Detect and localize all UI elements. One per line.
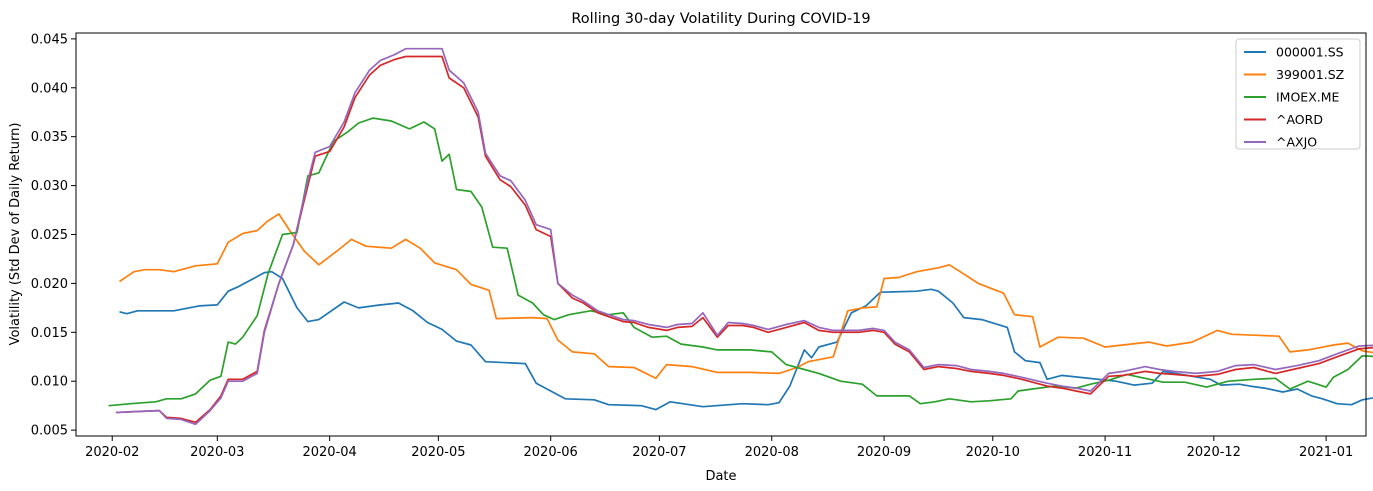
x-tick-label: 2020-03 <box>190 445 244 460</box>
series-line-000001ss <box>119 270 1373 411</box>
x-tick-label: 2020-06 <box>524 445 578 460</box>
legend-label: ^AXJO <box>1276 135 1317 150</box>
x-axis-title: Date <box>705 469 736 484</box>
x-tick-label: 2020-09 <box>857 445 911 460</box>
y-axis: 0.005 0.010 0.015 0.020 0.025 0.030 0.035 0.040… <box>31 32 76 439</box>
legend-label: 000001.SS <box>1276 45 1344 60</box>
y-tick-label: 0.010 <box>31 375 68 390</box>
series-line-imoexme <box>108 117 1373 407</box>
y-tick-label: 0.040 <box>31 81 68 96</box>
legend: 000001.SS 399001.SZ IMOEX.ME ^AORD ^AXJO <box>1235 38 1361 150</box>
y-tick-label: 0.020 <box>31 277 68 292</box>
legend-label: 399001.SZ <box>1276 67 1344 82</box>
y-tick-label: 0.035 <box>31 130 68 145</box>
legend-label: ^AORD <box>1276 112 1323 127</box>
x-tick-label: 2021-01 <box>1299 445 1353 460</box>
y-tick-label: 0.015 <box>31 326 68 341</box>
y-tick-label: 0.030 <box>31 179 68 194</box>
series-line-399001sz <box>119 213 1373 380</box>
series-line-aord <box>115 55 1373 424</box>
legend-box <box>1235 38 1361 150</box>
x-tick-label: 2020-02 <box>85 445 139 460</box>
plot-lines <box>108 47 1373 426</box>
y-tick-label: 0.005 <box>31 424 68 439</box>
y-tick-label: 0.025 <box>31 228 68 243</box>
x-tick-label: 2020-11 <box>1078 445 1132 460</box>
series-line-axjo <box>115 47 1373 426</box>
x-tick-label: 2020-07 <box>632 445 686 460</box>
x-tick-label: 2020-08 <box>745 445 799 460</box>
chart-title: Rolling 30-day Volatility During COVID-1… <box>571 11 870 27</box>
y-tick-label: 0.045 <box>31 32 68 47</box>
x-tick-label: 2020-04 <box>302 445 356 460</box>
x-axis: 2020-02 2020-03 2020-04 2020-05 2020-06 2020-… <box>85 436 1353 460</box>
legend-label: IMOEX.ME <box>1276 90 1340 105</box>
x-tick-label: 2020-12 <box>1187 445 1241 460</box>
x-tick-label: 2020-10 <box>966 445 1020 460</box>
y-axis-title: Volatility (Std Dev of Daily Return) <box>8 123 23 346</box>
x-tick-label: 2020-05 <box>411 445 465 460</box>
